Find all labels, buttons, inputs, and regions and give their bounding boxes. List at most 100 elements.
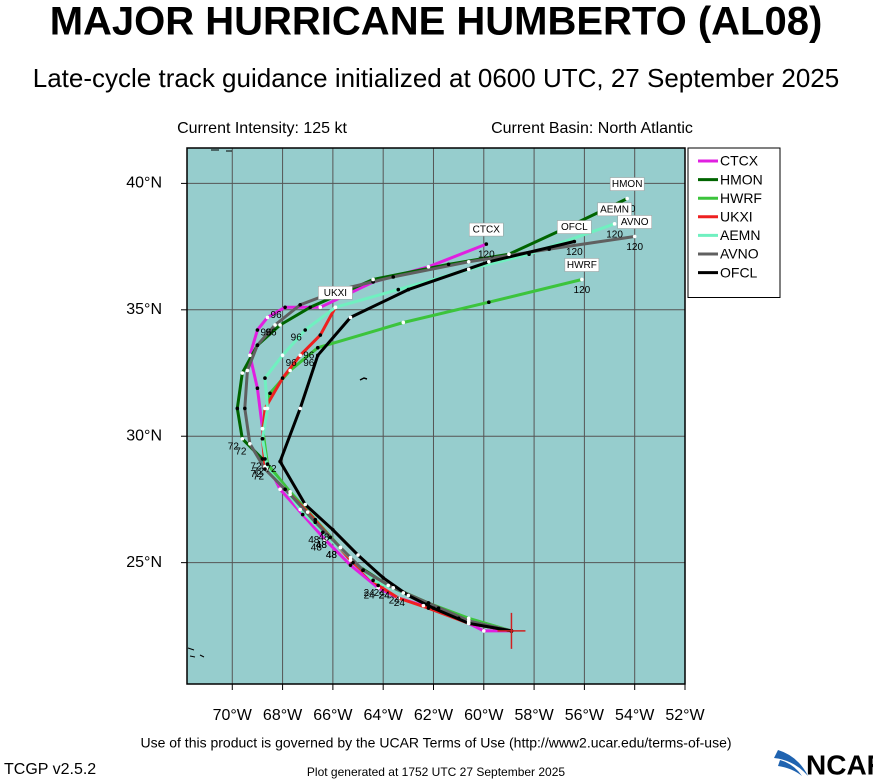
- track-point: [315, 345, 320, 350]
- track-point: [406, 593, 411, 598]
- forecast-hour-label: 120: [478, 250, 495, 261]
- model-label-text: CTCX: [473, 225, 501, 236]
- forecast-hour-label: 24: [379, 591, 391, 602]
- track-point: [278, 323, 282, 327]
- terms-text: Use of this product is governed by the U…: [140, 735, 731, 751]
- x-tick-label: 68°W: [263, 707, 303, 724]
- x-tick-label: 64°W: [364, 707, 404, 724]
- track-point: [268, 391, 272, 396]
- bermuda-land: [359, 377, 368, 381]
- x-tick-label: 66°W: [313, 707, 353, 724]
- track-point: [348, 315, 353, 320]
- forecast-hour-label: 72: [228, 441, 240, 452]
- track-point: [248, 353, 252, 358]
- track-point: [235, 406, 240, 411]
- model-label-text: AVNO: [621, 217, 649, 228]
- track-point: [298, 406, 302, 411]
- current-basin: Current Basin: North Atlantic: [491, 120, 693, 137]
- model-label-box: [617, 215, 652, 229]
- track-point: [255, 386, 260, 390]
- track-point: [265, 406, 270, 411]
- track-point: [376, 586, 380, 590]
- forecast-hour-label: 72: [253, 467, 265, 478]
- track-point: [466, 621, 471, 626]
- track-point: [263, 376, 267, 380]
- model-end-label: CTCX: [469, 222, 504, 237]
- forecast-hour-label: 72: [250, 469, 262, 480]
- track-point: [401, 591, 406, 595]
- track-point: [263, 406, 267, 411]
- forecast-hour-label: 48: [316, 540, 328, 551]
- track-point: [255, 328, 260, 332]
- track-point: [396, 596, 401, 600]
- track-point: [348, 563, 353, 567]
- track-point: [240, 436, 245, 441]
- track-point: [263, 457, 267, 461]
- track-point: [318, 305, 323, 310]
- track-point: [547, 247, 551, 251]
- track-point: [283, 305, 287, 310]
- forecast-hour-label: 24: [394, 598, 406, 609]
- generated-text: Plot generated at 1752 UTC 27 September …: [307, 765, 565, 779]
- forecast-hour-label: 72: [235, 446, 247, 457]
- chart-subtitle: Late-cycle track guidance initialized at…: [33, 63, 839, 93]
- forecast-hour-label: 24: [379, 591, 391, 602]
- model-end-label: AEMN: [597, 202, 632, 217]
- track-point: [446, 262, 451, 267]
- legend-label: AVNO: [720, 246, 759, 262]
- track-point: [331, 527, 335, 532]
- forecast-hour-label: 24: [389, 596, 401, 607]
- forecast-hour-label: 48: [311, 543, 323, 554]
- forecast-hour-label: 120: [566, 247, 583, 258]
- model-label-text: UKXI: [324, 288, 347, 299]
- chart-title: MAJOR HURRICANE HUMBERTO (AL08): [50, 0, 823, 44]
- forecast-hour-label: 72: [265, 464, 277, 475]
- y-tick-label: 25°N: [126, 554, 162, 571]
- track-point: [487, 300, 491, 305]
- track-point: [396, 287, 401, 292]
- track-point: [456, 616, 461, 621]
- track-point: [348, 558, 353, 562]
- legend-label: OFCL: [720, 264, 758, 280]
- track-point: [273, 323, 277, 327]
- x-tick-label: 54°W: [615, 707, 655, 724]
- track-point: [255, 343, 260, 348]
- track-point: [321, 530, 325, 535]
- x-tick-label: 56°W: [565, 707, 605, 724]
- forecast-hour-label: 48: [318, 532, 330, 543]
- track-point: [263, 467, 267, 471]
- y-tick-label: 40°N: [126, 175, 162, 192]
- track-point: [315, 353, 320, 358]
- legend-label: HWRF: [720, 190, 762, 206]
- track-point: [391, 586, 396, 590]
- track-point: [260, 426, 265, 431]
- forecast-hour-label: 72: [253, 472, 265, 483]
- track-point: [386, 583, 391, 588]
- model-label-box: [609, 177, 645, 191]
- track-point: [280, 376, 285, 380]
- model-label-box: [557, 220, 592, 234]
- track-point: [280, 353, 285, 358]
- track-point: [288, 368, 292, 373]
- track-point: [484, 242, 489, 246]
- track-point: [487, 259, 491, 264]
- track-point: [632, 234, 637, 239]
- track-point: [308, 305, 313, 310]
- x-tick-label: 62°W: [414, 707, 454, 724]
- track-point: [288, 490, 292, 494]
- track-point: [333, 305, 338, 310]
- plot-border: [186, 147, 686, 685]
- model-label-text: AEMN: [600, 204, 629, 215]
- forecast-hour-label: 48: [308, 535, 320, 546]
- track-point: [406, 287, 411, 292]
- track-point: [371, 277, 375, 282]
- track-point: [351, 560, 355, 565]
- forecast-hour-label: 24: [364, 588, 376, 599]
- y-tick-label: 30°N: [126, 427, 162, 444]
- forecast-hour-label: 72: [250, 462, 262, 473]
- track-point: [305, 510, 310, 514]
- track-point: [625, 196, 629, 201]
- track-point: [371, 280, 375, 284]
- track-point: [426, 601, 431, 605]
